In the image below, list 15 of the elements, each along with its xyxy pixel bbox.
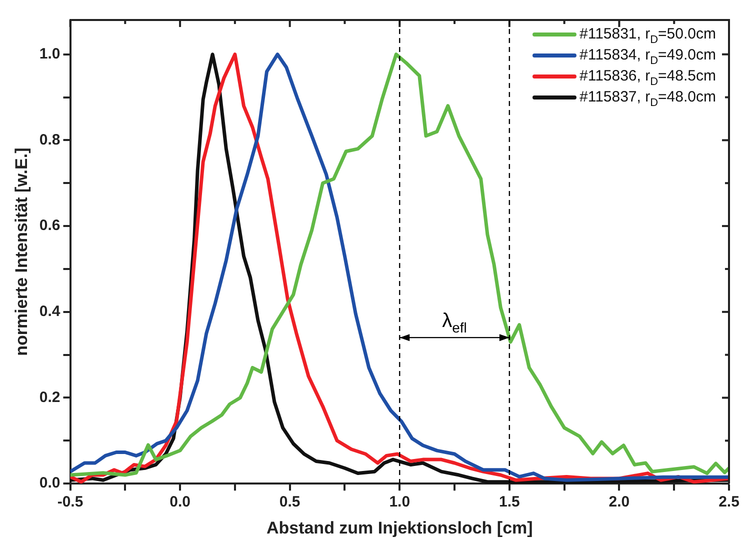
y-tick-label: 0.2 — [39, 388, 60, 406]
x-tick-label: 2.5 — [718, 494, 740, 511]
x-tick-label: 0.5 — [279, 494, 300, 511]
x-tick-label: 1.0 — [389, 494, 410, 511]
y-tick-label: 0.6 — [39, 217, 60, 234]
x-tick-label: 1.5 — [498, 494, 520, 511]
y-tick-label: 0.0 — [39, 474, 60, 492]
y-tick-label: 0.8 — [39, 131, 60, 148]
x-tick-label: 2.0 — [608, 494, 630, 511]
x-axis-title: Abstand zum Injektionsloch [cm] — [266, 518, 533, 538]
y-tick-label: 0.4 — [39, 303, 61, 320]
x-tick-label: -0.5 — [57, 494, 84, 511]
x-tick-label: 0.0 — [170, 494, 190, 511]
y-tick-label: 1.0 — [39, 45, 60, 62]
y-axis-title: normierte Intensität [w.E.] — [12, 148, 31, 356]
